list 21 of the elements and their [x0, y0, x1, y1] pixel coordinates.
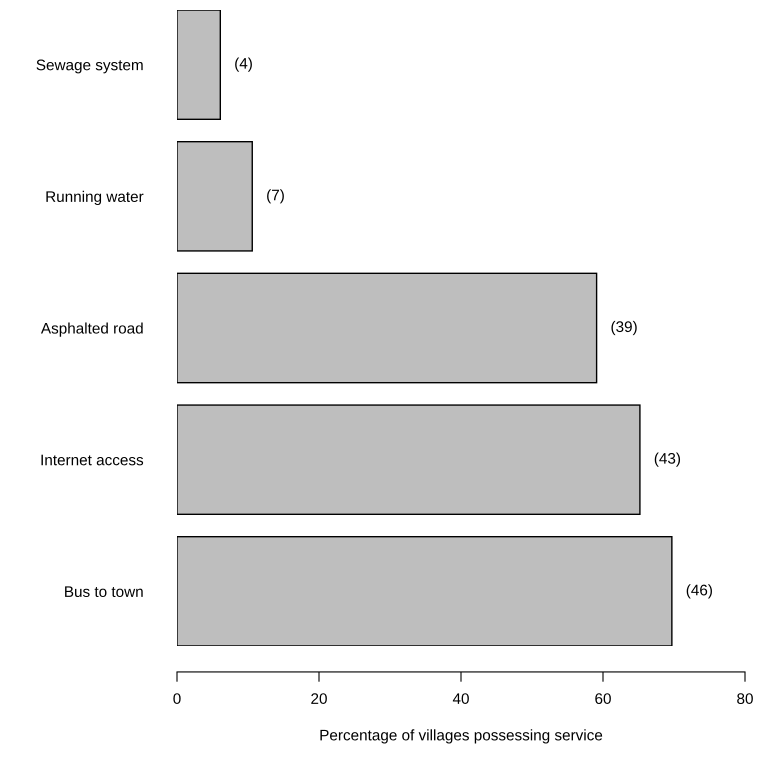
x-tick-label: 80: [737, 693, 753, 704]
y-tick-label: Internet access: [41, 454, 144, 466]
x-axis-title: Percentage of villages possessing service: [320, 729, 602, 744]
x-tick-label: 20: [311, 693, 327, 704]
bar: [177, 404, 641, 516]
bar: [177, 10, 222, 120]
y-tick-label: Running water: [46, 190, 144, 206]
y-tick-label: Bus to town: [65, 586, 143, 598]
y-tick-label: Sewage system: [36, 60, 143, 74]
y-tick-label: Asphalted road: [40, 322, 143, 337]
annotation: (46): [686, 584, 712, 598]
annotation: (7): [267, 189, 284, 204]
annotation: (43): [654, 452, 680, 467]
x-tick-label: 0: [173, 693, 181, 704]
x-tick-label: 40: [452, 693, 469, 704]
bar: [177, 536, 673, 646]
bar: [177, 140, 253, 252]
annotation: (4): [235, 58, 252, 72]
annotation: (39): [611, 320, 637, 336]
bar: [177, 272, 598, 384]
x-tick-label: 60: [595, 693, 611, 704]
